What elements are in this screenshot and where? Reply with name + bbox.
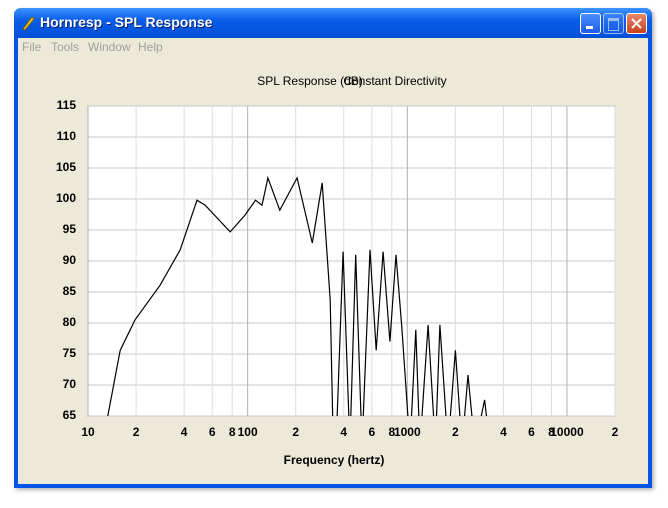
- y-tick-label: 90: [63, 253, 77, 267]
- x-tick-label: 8: [388, 425, 395, 439]
- x-tick-label: 10: [81, 425, 95, 439]
- title-bar: Hornresp - SPL Response: [14, 8, 652, 38]
- y-tick-label: 80: [63, 315, 77, 329]
- x-tick-label: 100: [238, 425, 258, 439]
- y-tick-label: 105: [56, 160, 76, 174]
- x-tick-label: 8: [229, 425, 236, 439]
- y-tick-label: 85: [63, 284, 77, 298]
- y-tick-label: 70: [63, 377, 77, 391]
- menu-item[interactable]: File: [22, 40, 42, 54]
- response-line: [107, 175, 488, 416]
- x-tick-label: 2: [292, 425, 299, 439]
- close-button[interactable]: [626, 13, 647, 34]
- app-icon: [22, 16, 35, 31]
- chart-subtitle: Constant Directivity: [343, 74, 446, 88]
- y-tick-label: 75: [63, 346, 77, 360]
- x-tick-label: 2: [133, 425, 140, 439]
- client-area: File Tools Window Help SPL Response (dB)…: [18, 38, 648, 484]
- x-tick-label: 10000: [550, 425, 584, 439]
- y-tick-label: 110: [57, 129, 77, 143]
- menu-bar: File Tools Window Help: [18, 38, 648, 56]
- x-tick-label: 6: [209, 425, 216, 439]
- chart: SPL Response (dB) Constant Directivity F…: [56, 74, 619, 467]
- maximize-button[interactable]: [603, 13, 624, 34]
- window: Hornresp - SPL Response File Tools Windo…: [14, 8, 652, 488]
- y-tick-label: 115: [57, 98, 77, 112]
- x-tick-label: 6: [528, 425, 535, 439]
- x-tick-label: 4: [340, 425, 347, 439]
- minimize-button[interactable]: [580, 13, 601, 34]
- menu-item[interactable]: Help: [138, 40, 163, 54]
- y-tick-label: 95: [63, 222, 77, 236]
- x-tick-label: 4: [181, 425, 188, 439]
- x-tick-label: 8: [548, 425, 555, 439]
- x-tick-label: 2: [452, 425, 459, 439]
- x-tick-label: 6: [369, 425, 376, 439]
- x-tick-label: 2: [612, 425, 619, 439]
- x-tick-label: 1000: [394, 425, 421, 439]
- x-tick-label: 4: [500, 425, 507, 439]
- chart-title: SPL Response (dB): [257, 74, 363, 88]
- y-tick-label: 100: [56, 191, 76, 205]
- menu-item[interactable]: Tools: [51, 40, 80, 54]
- x-axis-label: Frequency (hertz): [284, 453, 385, 467]
- window-title: Hornresp - SPL Response: [40, 14, 213, 30]
- y-tick-label: 65: [63, 408, 77, 422]
- menu-item[interactable]: Window: [88, 40, 131, 54]
